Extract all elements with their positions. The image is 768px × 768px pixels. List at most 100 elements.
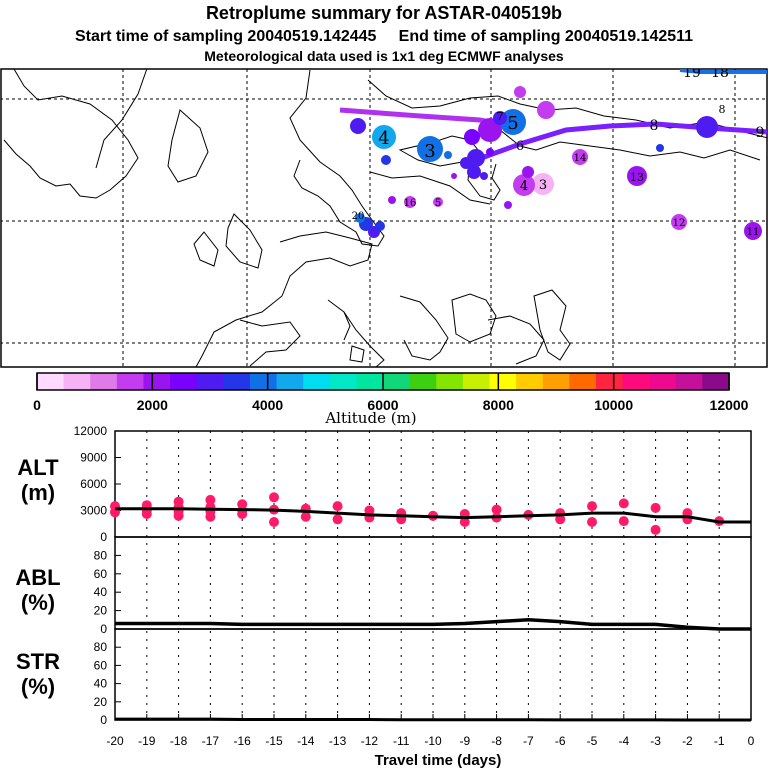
colorbar-swatch (63, 373, 91, 390)
colorbar-swatch (90, 373, 118, 390)
altitude-colorbar: 0 2000 4000 6000 8000 10000 12000 Altitude (m) (33, 372, 749, 427)
alt-cluster-point (555, 514, 566, 525)
coastlines (3, 69, 767, 367)
cluster-marker (417, 136, 443, 162)
colorbar-tick-label: 6000 (367, 397, 398, 413)
map-labels: 19 18 4 3 5 8 9 8 6 7 13 12 11 14 3 4 16… (352, 65, 765, 238)
alt-cluster-point (491, 504, 502, 515)
x-tick-label: -5 (587, 734, 598, 748)
colorbar-swatch (356, 373, 384, 390)
cluster-marker (537, 101, 555, 119)
colorbar-swatch (116, 373, 145, 390)
cluster-marker (388, 196, 396, 204)
map-label: 5 (435, 198, 441, 209)
alt-panel-unit: (m) (21, 480, 55, 505)
cluster-marker (480, 172, 488, 180)
alt-cluster-point (650, 502, 661, 513)
time-series-panels: ALT (m) ABL (%) STR (%) 0300060009000120… (15, 424, 754, 768)
cluster-marker (486, 148, 494, 156)
map-label: 13 (630, 171, 644, 184)
cluster-marker (514, 86, 526, 98)
str-y-tick-label: 60 (94, 658, 108, 672)
alt-cluster-point (269, 517, 279, 527)
cluster-marker (744, 222, 762, 240)
cluster-marker (460, 157, 472, 169)
abl-line (115, 618, 751, 631)
colorbar-label: Altitude (m) (324, 409, 416, 427)
map-label: 3 (539, 178, 547, 193)
alt-cluster-point (141, 509, 152, 519)
alt-y-tick-label: 3000 (80, 504, 107, 518)
map-label: 8 (650, 118, 659, 134)
alt-cluster-point (587, 517, 597, 527)
cluster-marker (404, 196, 416, 208)
x-tick-label: -16 (234, 734, 252, 748)
alt-panel-name: ALT (17, 455, 59, 480)
colorbar-swatch (436, 373, 464, 390)
colorbar-tick-label: 10000 (594, 397, 633, 413)
map-label: 16 (404, 198, 417, 209)
x-tick-label: -8 (491, 734, 502, 748)
cluster-marker (355, 213, 365, 223)
alt-cluster-point (587, 501, 597, 512)
str-line (115, 717, 751, 722)
x-tick-label: -1 (714, 734, 725, 748)
alt-y-tick-label: 9000 (80, 451, 107, 465)
met-data-note: Meteorological data used is 1x1 deg ECMW… (204, 48, 564, 64)
alt-cluster-point (332, 514, 343, 525)
colorbar-swatch (276, 373, 304, 390)
x-tick-label: 0 (748, 734, 755, 748)
alt-cluster-point (173, 510, 184, 521)
colorbar-swatch (37, 373, 65, 390)
colorbar-tick-label: 2000 (137, 397, 168, 413)
cluster-marker (478, 118, 502, 142)
cluster-marker (372, 125, 396, 149)
alt-cluster-point (364, 505, 375, 516)
map-label: 6 (516, 139, 524, 154)
colorbar-swatch (196, 373, 224, 390)
map-label: 9 (756, 125, 765, 141)
cluster-marker (433, 197, 443, 207)
cluster-marker (464, 129, 480, 145)
str-y-tick-label: 40 (94, 677, 108, 691)
cluster-marker (350, 118, 366, 134)
map-label: 3 (424, 141, 435, 162)
str-panel-name: STR (16, 649, 60, 674)
alt-cluster-point (269, 492, 279, 503)
x-tick-label: -3 (650, 734, 661, 748)
colorbar-swatch (675, 373, 703, 390)
x-tick-label: -13 (329, 734, 347, 748)
x-tick-label: -2 (682, 734, 693, 748)
colorbar-tick-label: 4000 (252, 397, 283, 413)
abl-panel-unit: (%) (21, 590, 55, 615)
alt-y-tick-label: 12000 (74, 424, 108, 438)
colorbar-swatch (516, 373, 544, 390)
sampling-time-line: Start time of sampling 20040519.142445 E… (75, 28, 693, 45)
abl-y-tick-label: 0 (100, 622, 107, 636)
trajectory-map: 19 18 4 3 5 8 9 8 6 7 13 12 11 14 3 4 16… (0, 65, 768, 368)
map-label: 8 (719, 103, 726, 116)
x-tick-label: -4 (618, 734, 629, 748)
map-label: 14 (574, 153, 587, 164)
x-tick-label: -7 (523, 734, 534, 748)
map-frame (0, 68, 768, 368)
x-tick-label: -9 (459, 734, 470, 748)
alt-cluster-point (205, 494, 216, 505)
abl-y-tick-label: 20 (94, 604, 108, 618)
cluster-markers (350, 86, 762, 240)
x-tick-label: -18 (170, 734, 188, 748)
alt-cluster-point (300, 511, 311, 522)
alt-cluster-point (332, 501, 343, 512)
cluster-marker (444, 151, 452, 159)
cluster-marker (467, 165, 481, 179)
colorbar-swatch (170, 373, 198, 390)
colorbar-swatch (383, 373, 411, 390)
cluster-marker (572, 149, 588, 165)
alt-y-tick-label: 6000 (80, 477, 107, 491)
alt-cluster-point (459, 517, 470, 527)
map-label: 20 (352, 211, 365, 222)
map-label: 19 (683, 65, 701, 81)
str-y-tick-label: 80 (94, 640, 108, 654)
x-axis-title: Travel time (days) (375, 752, 502, 768)
